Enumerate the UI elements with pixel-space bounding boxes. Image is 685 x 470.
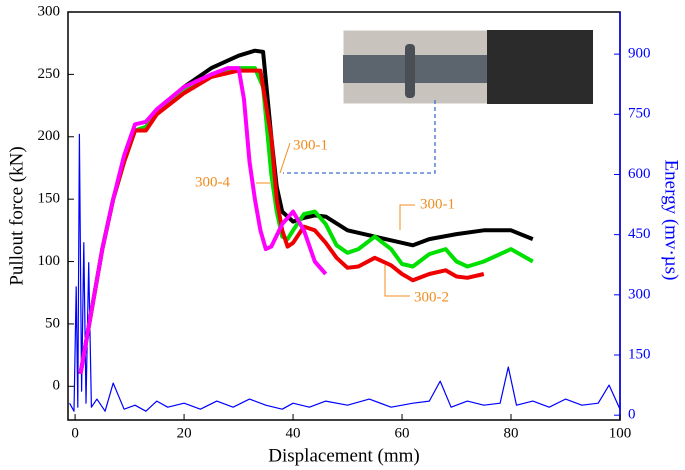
annotation-leader bbox=[279, 142, 291, 174]
y-tick-label: 150 bbox=[38, 191, 61, 207]
data-line bbox=[69, 133, 620, 412]
annotation: 300-1 bbox=[420, 196, 455, 212]
x-tick-label: 20 bbox=[177, 425, 192, 441]
y-axis-label: Pullout force (kN) bbox=[6, 146, 27, 285]
data-line bbox=[78, 66, 534, 375]
plot-area bbox=[69, 48, 620, 412]
y-tick-label: 50 bbox=[45, 315, 60, 331]
y2-tick-label: 300 bbox=[628, 286, 651, 302]
data-line bbox=[78, 68, 485, 375]
y-tick-label: 100 bbox=[38, 253, 61, 269]
x-tick-label: 100 bbox=[609, 425, 632, 441]
y2-tick-label: 600 bbox=[628, 166, 651, 182]
annotation: 300-4 bbox=[195, 174, 230, 190]
y2-tick-label: 900 bbox=[628, 46, 651, 62]
y2-tick-label: 750 bbox=[628, 106, 651, 122]
y-tick-label: 200 bbox=[38, 128, 61, 144]
x-tick-label: 0 bbox=[71, 425, 79, 441]
y-tick-label: 300 bbox=[38, 3, 61, 19]
y2-tick-label: 450 bbox=[628, 226, 651, 242]
y-tick-label: 0 bbox=[53, 378, 61, 394]
data-line bbox=[78, 66, 328, 375]
annotation: 300-1 bbox=[293, 137, 328, 153]
x-tick-label: 60 bbox=[395, 425, 410, 441]
inset-photo bbox=[342, 29, 594, 105]
x-tick-label: 80 bbox=[504, 425, 519, 441]
annotation: 300-2 bbox=[414, 289, 449, 305]
x-axis-label: Displacement (mm) bbox=[268, 445, 419, 466]
y2-tick-label: 0 bbox=[628, 407, 636, 423]
annotation-leader bbox=[399, 204, 415, 230]
x-tick-label: 40 bbox=[286, 425, 301, 441]
y-tick-label: 250 bbox=[38, 66, 61, 82]
annotation-leader bbox=[384, 265, 410, 297]
y2-axis-label: Energy (mv·µs) bbox=[661, 160, 682, 281]
y2-tick-label: 150 bbox=[628, 346, 651, 362]
inset-leader bbox=[283, 100, 436, 174]
